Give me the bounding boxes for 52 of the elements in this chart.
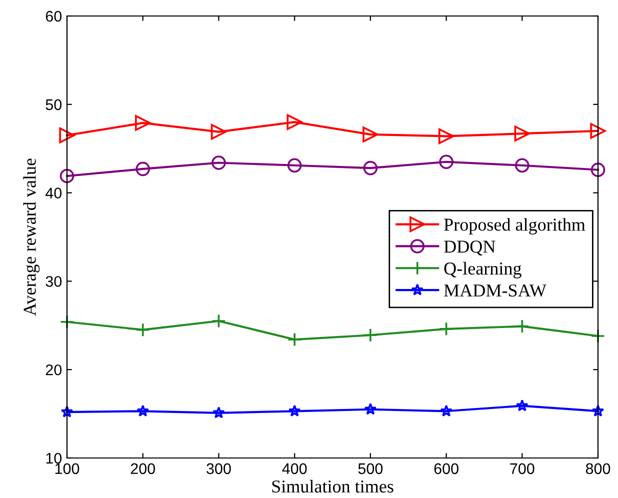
legend-label: DDQN bbox=[444, 240, 496, 256]
point bbox=[439, 322, 454, 336]
point bbox=[210, 124, 227, 140]
point bbox=[212, 314, 226, 328]
y-tick-label: 50 bbox=[46, 99, 62, 110]
point bbox=[135, 115, 151, 131]
legend-label: Q-learning bbox=[444, 262, 522, 278]
point bbox=[287, 332, 302, 347]
point bbox=[363, 328, 378, 342]
point bbox=[364, 402, 377, 415]
point bbox=[592, 404, 604, 417]
y-axis-title: Average reward value bbox=[23, 158, 40, 316]
point bbox=[438, 128, 454, 144]
x-tick-label: 700 bbox=[510, 463, 534, 474]
point bbox=[516, 399, 528, 412]
y-tick-label: 30 bbox=[46, 276, 62, 287]
point bbox=[362, 126, 378, 142]
x-tick-label: 800 bbox=[586, 463, 610, 474]
point bbox=[136, 322, 150, 337]
y-tick-label: 60 bbox=[46, 10, 62, 22]
x-tick-label: 200 bbox=[130, 463, 156, 474]
point bbox=[212, 406, 225, 418]
point bbox=[363, 160, 378, 176]
point bbox=[590, 162, 606, 177]
point bbox=[288, 404, 301, 417]
point bbox=[60, 406, 74, 418]
x-tick-label: 100 bbox=[55, 463, 80, 474]
y-tick-label: 20 bbox=[46, 364, 62, 376]
legend-label: Proposed algorithm bbox=[444, 218, 586, 234]
x-tick-label: 400 bbox=[282, 463, 307, 474]
x-tick-label: 500 bbox=[358, 463, 383, 474]
x-axis-title: Simulation times bbox=[272, 480, 394, 493]
point bbox=[590, 123, 606, 139]
point bbox=[590, 328, 606, 344]
x-tick-label: 300 bbox=[206, 463, 231, 474]
point bbox=[440, 404, 452, 417]
point bbox=[287, 158, 302, 173]
point bbox=[136, 404, 150, 417]
legend-label: MADM-SAW bbox=[444, 284, 546, 297]
y-tick-label: 10 bbox=[46, 452, 62, 464]
x-tick-label: 600 bbox=[434, 463, 458, 474]
point bbox=[286, 114, 302, 130]
y-tick-label: 40 bbox=[46, 188, 62, 198]
point bbox=[59, 127, 75, 144]
point bbox=[60, 168, 74, 184]
point bbox=[514, 158, 530, 173]
point bbox=[136, 162, 150, 176]
point bbox=[60, 314, 74, 330]
point bbox=[514, 126, 530, 142]
point bbox=[439, 154, 454, 170]
point bbox=[212, 156, 226, 170]
point bbox=[514, 319, 530, 334]
